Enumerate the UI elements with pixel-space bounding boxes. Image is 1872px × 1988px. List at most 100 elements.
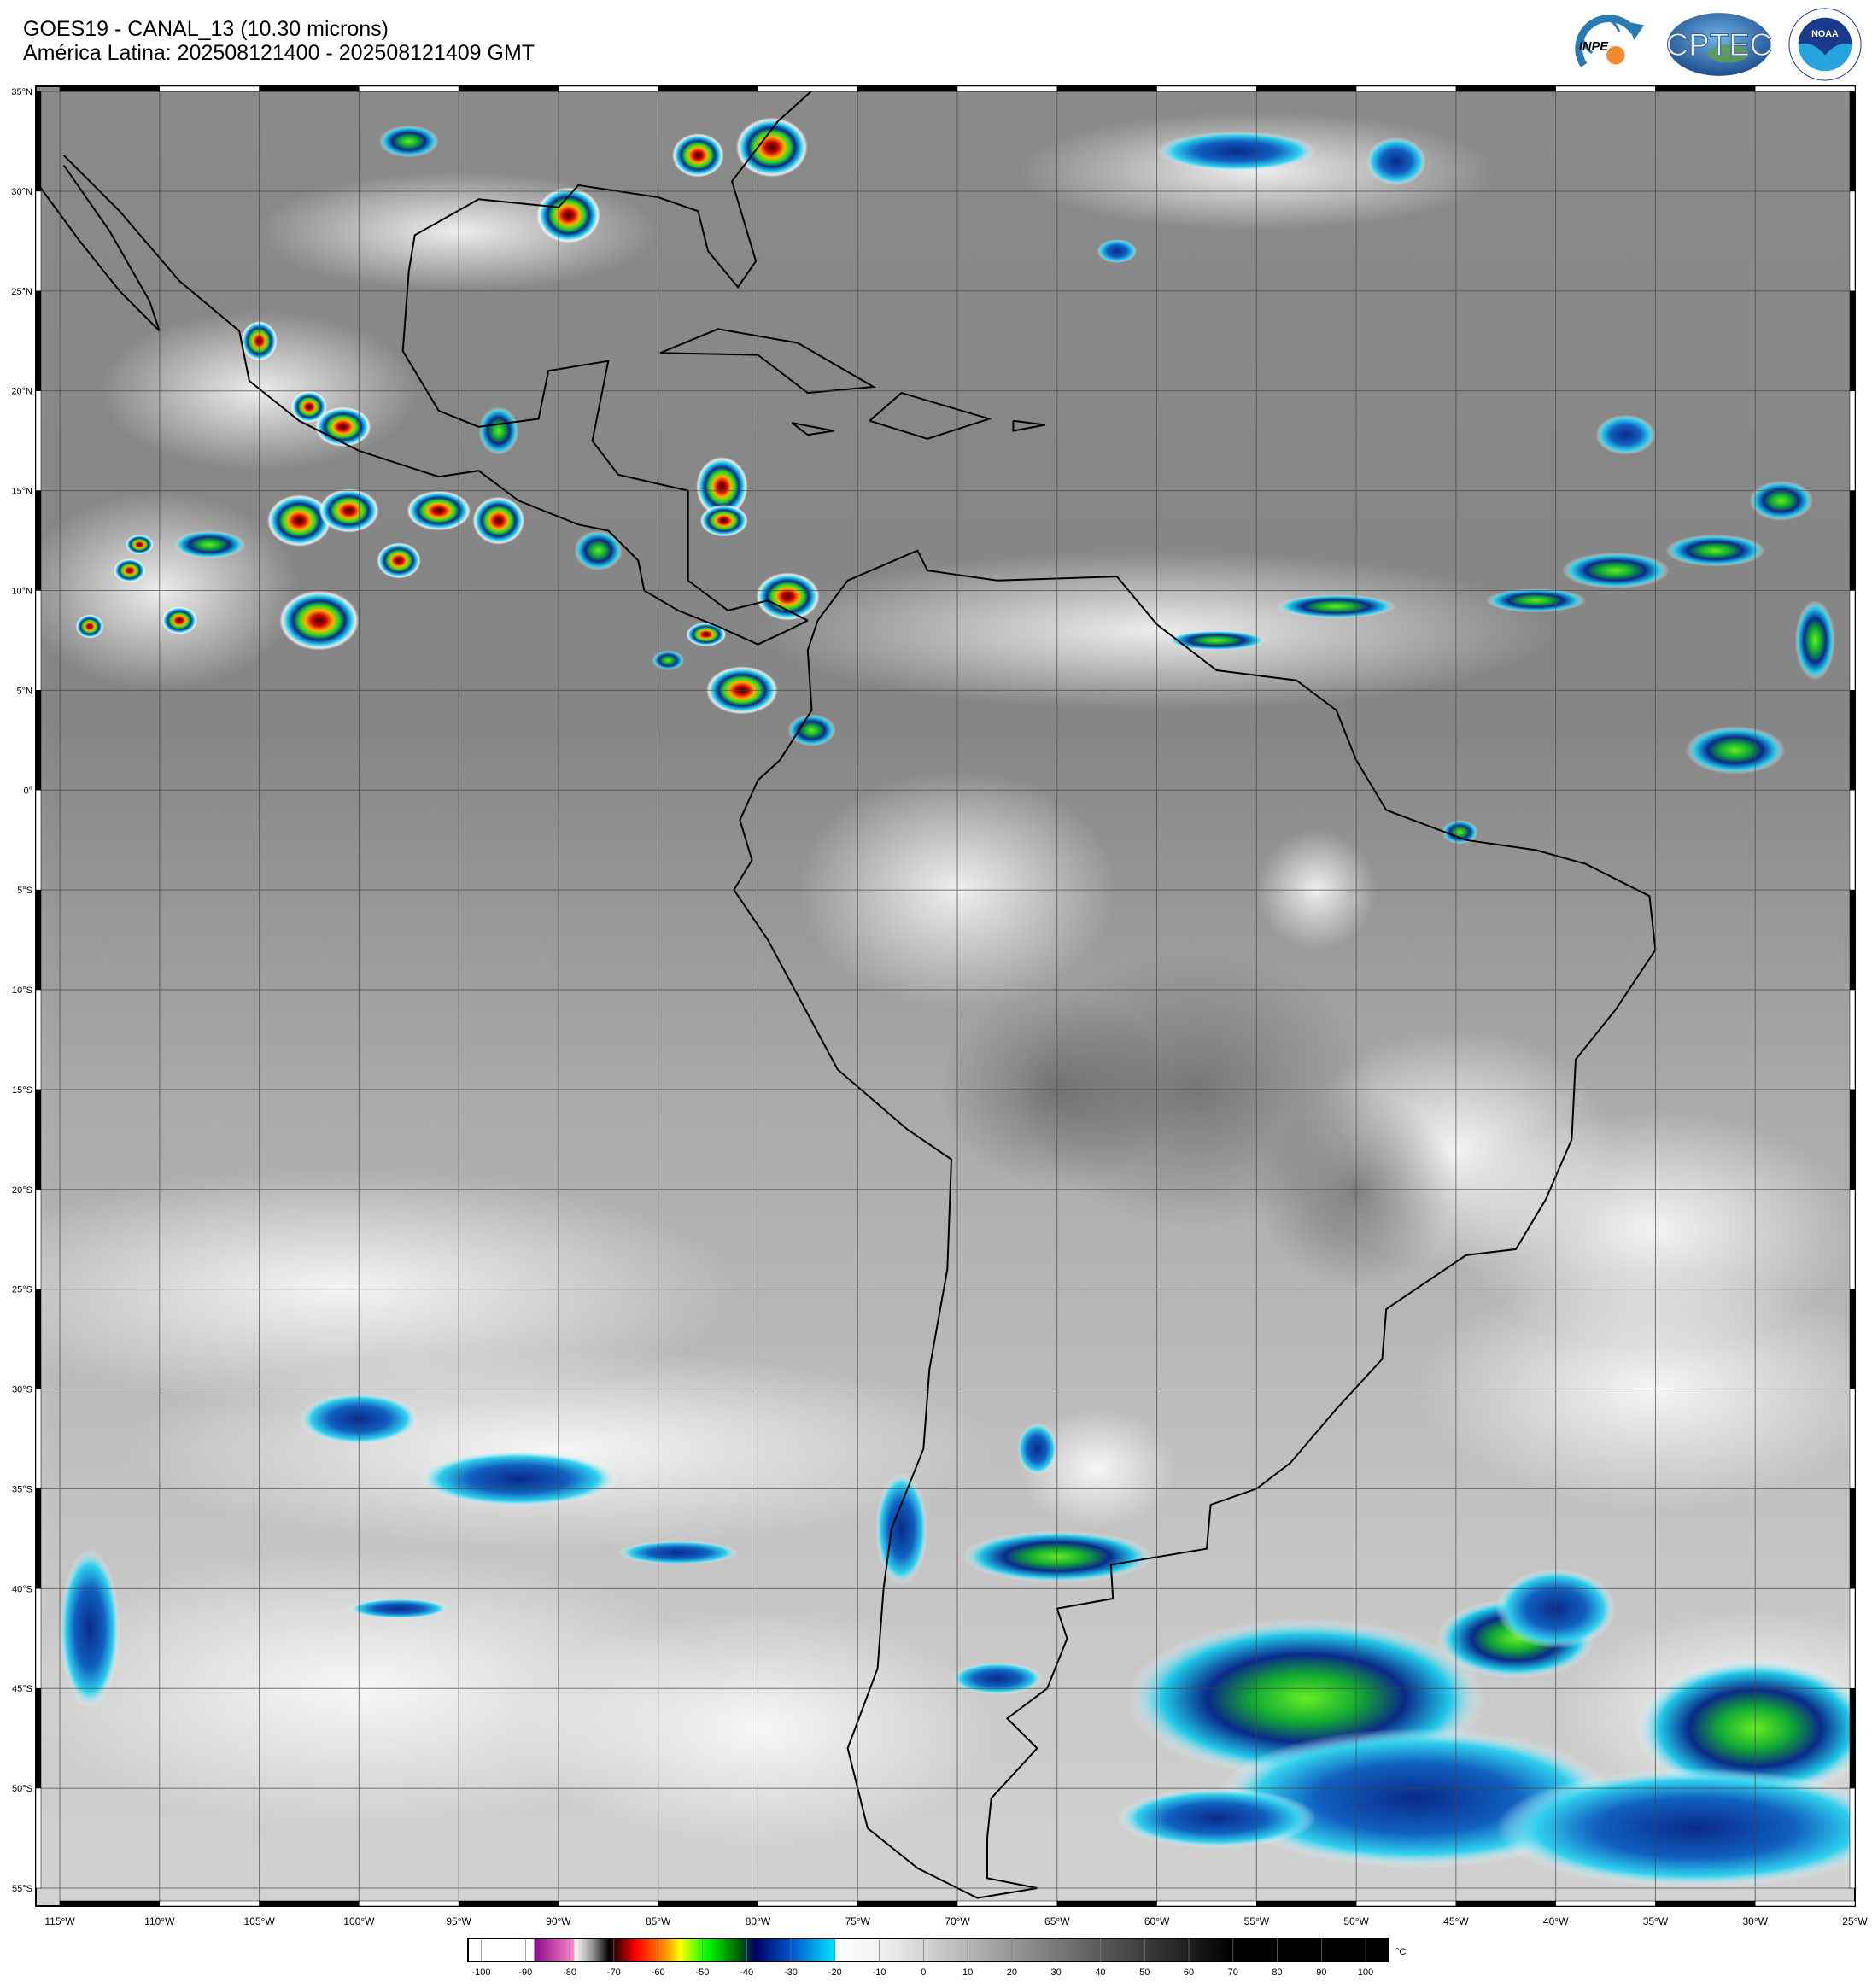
- lat-label: 10°S: [12, 985, 32, 996]
- colorbar-tick-label: -100: [472, 1968, 491, 1978]
- cloud-top: [1156, 131, 1317, 172]
- colorbar-tick-label: -90: [518, 1968, 532, 1978]
- cloud-top: [319, 488, 379, 533]
- colorbar: -100 -90 -80 -70 -60 -50 -40 -30 -20 -10 0 10 20 30 40…: [467, 1938, 1406, 1978]
- lon-label: 90°W: [546, 1915, 571, 1927]
- lat-label: 35°N: [11, 87, 32, 97]
- colorbar-tick-label: 80: [1272, 1968, 1282, 1978]
- cloud-top: [290, 390, 327, 424]
- coastline-jamaica: [791, 422, 834, 436]
- image-subtitle: América Latina: 202508121400 - 202508121…: [23, 41, 535, 65]
- cloud-top: [1749, 480, 1813, 521]
- cloud-top: [1017, 1423, 1057, 1476]
- lat-label: 10°N: [11, 586, 32, 596]
- coastline-puerto-rico: [1012, 419, 1045, 432]
- lat-label: 35°S: [12, 1484, 32, 1494]
- cloud-top: [875, 1472, 927, 1585]
- cloud-top: [1495, 1768, 1855, 1888]
- cloud-top: [735, 117, 808, 178]
- cloud-top: [1097, 239, 1138, 264]
- image-title: GOES19 - CANAL_13 (10.30 microns): [23, 17, 389, 41]
- lat-label: 25°S: [12, 1285, 32, 1295]
- colorbar-tick-label: -10: [873, 1968, 886, 1978]
- coastline-mexico-pacific: [62, 155, 809, 646]
- cloud-top: [617, 1541, 739, 1565]
- lon-label: 45°W: [1443, 1915, 1469, 1927]
- colorbar-tick-label: -70: [607, 1968, 621, 1978]
- cloud-top: [652, 650, 685, 670]
- cloud-top: [60, 1548, 120, 1709]
- cloud-top: [161, 606, 198, 634]
- cloud-top: [951, 1662, 1044, 1695]
- cloud-top: [1485, 588, 1586, 613]
- lat-label: 5°N: [17, 686, 33, 696]
- noaa-logo: NOAA: [1788, 8, 1862, 81]
- coastline-south-america: [733, 549, 1657, 1899]
- colorbar-tick-label: 20: [1007, 1968, 1017, 1978]
- lon-label: 60°W: [1144, 1915, 1170, 1927]
- lon-label: 30°W: [1742, 1915, 1768, 1927]
- cloud-top: [472, 496, 525, 545]
- cloud-top: [407, 490, 471, 531]
- colorbar-tick-label: 0: [921, 1968, 926, 1978]
- cloud-top: [696, 456, 748, 517]
- colorbar-tick-label: 90: [1316, 1968, 1326, 1978]
- lon-label: 65°W: [1044, 1915, 1070, 1927]
- cloud-top: [1167, 630, 1267, 651]
- colorbar-tick-label: 70: [1228, 1968, 1238, 1978]
- cloud-top: [756, 572, 820, 621]
- cloud-top: [418, 1451, 618, 1507]
- colorbar-unit: °C: [1395, 1947, 1406, 1957]
- cloud-top: [699, 504, 748, 537]
- colorbar-tick-label: -80: [563, 1968, 576, 1978]
- colorbar-tick-label: -30: [784, 1968, 798, 1978]
- lat-label: 45°S: [12, 1684, 32, 1694]
- lon-label: 100°W: [343, 1915, 375, 1927]
- inpe-logo: INPE: [1575, 15, 1645, 67]
- cloud-top: [1685, 726, 1786, 775]
- cloud-top: [536, 187, 600, 243]
- lon-label: 40°W: [1543, 1915, 1569, 1927]
- lon-label: 80°W: [746, 1915, 771, 1927]
- colorbar-tick-label: 40: [1095, 1968, 1105, 1978]
- cloud-top: [1276, 594, 1396, 619]
- lat-label: 40°S: [12, 1584, 32, 1594]
- lat-label: 20°N: [11, 387, 32, 397]
- colorbar-tick-label: 60: [1184, 1968, 1194, 1978]
- svg-text:NOAA: NOAA: [1811, 29, 1839, 39]
- svg-text:CPTEC: CPTEC: [1666, 27, 1773, 62]
- cloud-top: [75, 614, 104, 639]
- lon-label: 110°W: [144, 1915, 175, 1927]
- cptec-logo: CPTEC: [1665, 13, 1773, 76]
- lat-label: 15°N: [11, 487, 32, 497]
- cloud-top: [348, 1599, 449, 1619]
- lon-label: 70°W: [945, 1915, 970, 1927]
- cloud-top: [1442, 820, 1478, 845]
- cloud-top: [686, 622, 727, 646]
- cloud-top: [377, 542, 421, 579]
- lon-label: 85°W: [646, 1915, 671, 1927]
- coastline-hispaniola: [869, 391, 992, 440]
- cloud-top: [378, 125, 439, 158]
- lat-label: 50°S: [12, 1784, 32, 1794]
- lon-label: 50°W: [1343, 1915, 1369, 1927]
- cloud-top: [478, 406, 519, 455]
- logos: INPE CPTEC NOAA: [1566, 7, 1863, 82]
- colorbar-tick-label: -60: [652, 1968, 665, 1978]
- colorbar-tick-label: -50: [695, 1968, 709, 1978]
- cloud-top: [314, 406, 371, 447]
- lon-label: 115°W: [44, 1915, 75, 1927]
- colorbar-tick-label: 10: [962, 1968, 973, 1978]
- cloud-top: [1665, 535, 1765, 567]
- lon-label: 55°W: [1244, 1915, 1270, 1927]
- colorbar-tick-label: 100: [1358, 1968, 1373, 1978]
- svg-text:INPE: INPE: [1579, 40, 1609, 54]
- cloud-top: [114, 558, 146, 583]
- lat-label: 30°S: [12, 1385, 32, 1395]
- colorbar-tick-label: -20: [828, 1968, 842, 1978]
- cloud-top: [266, 494, 331, 547]
- lat-label: 15°S: [12, 1085, 32, 1096]
- lon-label: 95°W: [446, 1915, 471, 1927]
- colorbar-tick-label: -40: [740, 1968, 753, 1978]
